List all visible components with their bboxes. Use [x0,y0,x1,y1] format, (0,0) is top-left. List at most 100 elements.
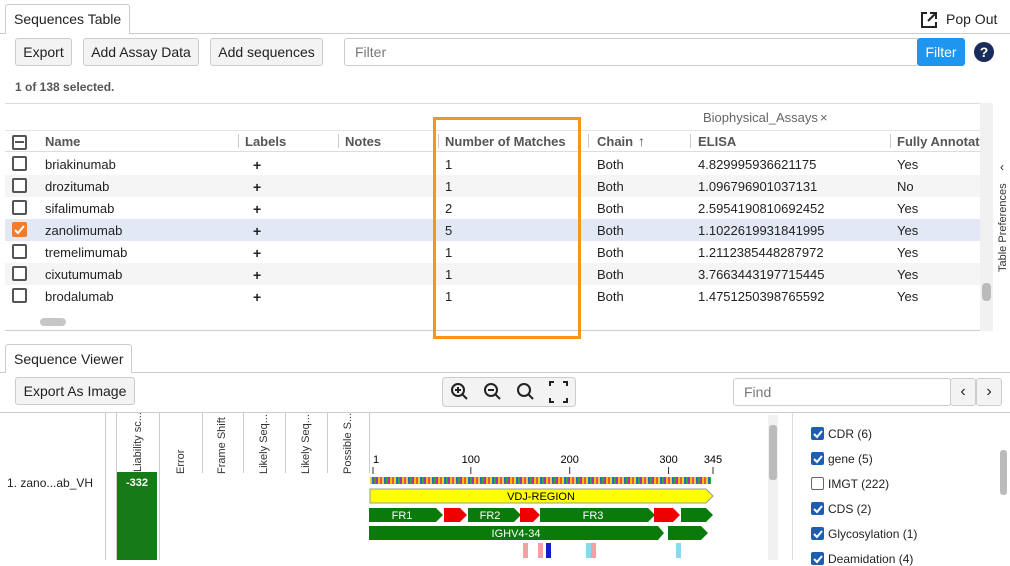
cell-name: sifalimumab [45,201,114,216]
cell-chain: Both [597,201,624,216]
track-header: Likely Seq... [258,414,270,474]
find-next[interactable]: › [976,378,1002,406]
legend-checkbox[interactable] [811,502,824,515]
select-all-checkbox[interactable] [12,135,27,150]
help-button[interactable]: ? [974,42,994,62]
annotation-label: VDJ-REGION [507,491,575,503]
column-header[interactable]: Notes [345,134,381,149]
cell-labels[interactable]: + [253,179,261,195]
ruler-label: 345 [704,454,722,466]
legend-label[interactable]: Glycosylation (1) [828,527,917,541]
cell-name: tremelimumab [45,245,127,260]
track-header: Frame Shift [216,417,228,474]
column-header[interactable]: ELISA [698,134,736,149]
track-divider [202,413,203,473]
map-scrollbar [768,415,778,560]
filter-button[interactable]: Filter [917,38,965,66]
column-header[interactable]: Name [45,134,80,149]
cell-labels[interactable]: + [253,201,261,217]
row-checkbox[interactable] [12,244,27,259]
cell-labels[interactable]: + [253,157,261,173]
cell-chain: Both [597,157,624,172]
row-checkbox[interactable] [12,288,27,303]
row-checkbox[interactable] [12,156,27,171]
ruler-label: 100 [462,454,480,466]
export-button[interactable]: Export [15,38,72,66]
cell-labels[interactable]: + [253,245,261,261]
legend-checkbox[interactable] [811,427,824,440]
legend-label[interactable]: Deamidation (4) [828,552,913,566]
cell-chain: Both [597,179,624,194]
legend-label[interactable]: CDR (6) [828,427,872,441]
annotation-label: FR1 [392,510,413,522]
row-checkbox[interactable] [12,178,27,193]
track-divider [243,413,244,473]
row-checkbox[interactable] [12,200,27,215]
legend-scrollbar [1000,450,1007,495]
cell-elisa: 3.7663443197715445 [698,267,825,282]
cell-annotated: Yes [897,289,918,304]
cell-name: brodalumab [45,289,114,304]
row-checkbox[interactable] [12,266,27,281]
column-header[interactable]: Labels [245,134,286,149]
pop-out[interactable]: Pop Out [946,11,997,27]
horizontal-scrollbar[interactable] [40,318,66,326]
cell-chain: Both [597,267,624,282]
column-header[interactable]: Chain [597,134,633,149]
find-input[interactable]: Find [733,378,951,406]
cell-name: drozitumab [45,179,109,194]
cell-elisa: 4.829995936621175 [698,157,816,172]
track-header: Liability sc... [132,412,144,472]
ruler-label: 200 [561,454,579,466]
cell-labels[interactable]: + [253,289,261,305]
track-header: Possible S... [342,413,354,474]
column-header[interactable]: Fully Annotated [897,134,993,149]
ruler-label: 1 [373,454,379,466]
legend-checkbox[interactable] [811,477,824,490]
highlight-box [433,117,581,339]
pop-out-icon[interactable] [919,10,939,30]
remove-group[interactable]: × [820,110,828,125]
legend-label[interactable]: IMGT (222) [828,477,889,491]
tab-sequences-table[interactable]: Sequences Table [5,4,130,34]
cell-labels[interactable]: + [253,267,261,283]
cell-annotated: Yes [897,157,918,172]
track-header: Likely Seq... [300,414,312,474]
add-sequences-button[interactable]: Add sequences [210,38,323,66]
add-assay-button[interactable]: Add Assay Data [83,38,199,66]
track-divider [327,413,328,473]
track-divider [159,413,160,560]
sequence-name: 1. zano...ab_VH [7,476,93,490]
side-toggle[interactable]: ‹ [1000,160,1004,174]
track-divider [285,413,286,473]
legend-checkbox[interactable] [811,527,824,540]
column-separator [588,134,589,148]
legend-label[interactable]: gene (5) [828,452,873,466]
annotation-label: FR2 [480,510,501,522]
zoom-controls[interactable] [442,377,576,407]
export-image-button[interactable]: Export As Image [15,377,135,405]
filter-input[interactable]: Filter [344,38,919,66]
track-header: Error [175,450,187,474]
vertical-scrollbar [980,103,993,331]
cell-elisa: 1.4751250398765592 [698,289,825,304]
cell-chain: Both [597,245,624,260]
divider [792,413,793,560]
cell-elisa: 2.5954190810692452 [698,201,825,216]
sort-indicator[interactable]: ↑ [638,133,645,149]
annotation-label: FR3 [583,510,604,522]
cell-chain: Both [597,223,624,238]
legend-checkbox[interactable] [811,452,824,465]
divider [105,413,106,560]
table-preferences[interactable]: Table Preferences [997,183,1009,272]
find-prev[interactable]: ‹ [950,378,976,406]
row-checkbox-checked[interactable] [12,222,27,237]
legend-label[interactable]: CDS (2) [828,502,871,516]
tab-sequence-viewer[interactable]: Sequence Viewer [5,344,132,373]
cell-elisa: 1.2112385448287972 [698,245,824,260]
track-divider [116,413,117,560]
cell-labels[interactable]: + [253,223,261,239]
legend-checkbox[interactable] [811,552,824,565]
cell-chain: Both [597,289,624,304]
